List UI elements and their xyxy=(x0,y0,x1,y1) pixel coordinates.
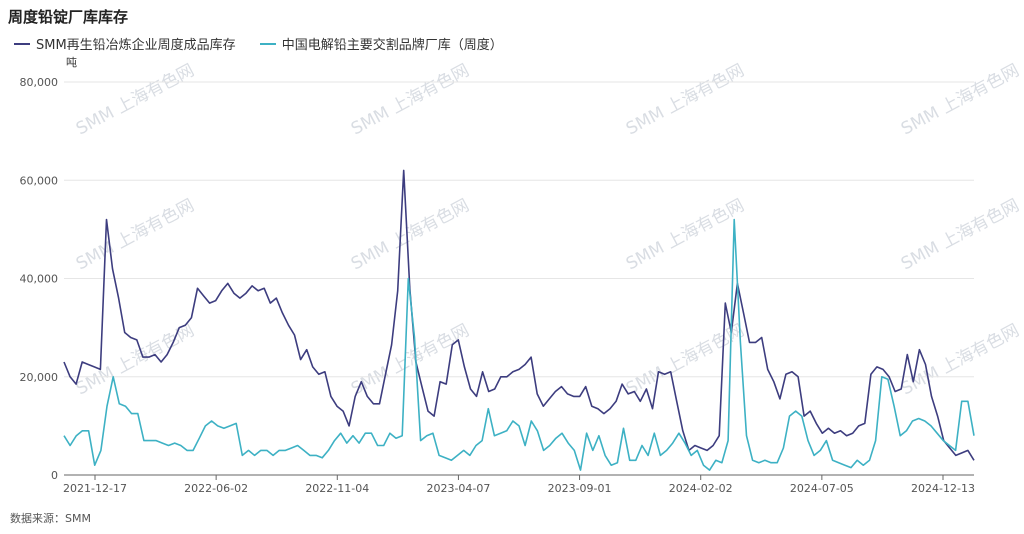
x-tick-label: 2024-07-05 xyxy=(790,482,854,495)
legend-swatch-series1 xyxy=(14,42,30,45)
watermark: SMM 上海有色网 xyxy=(73,195,198,274)
data-source: 数据来源：SMM xyxy=(10,512,91,525)
y-tick-label: 20,000 xyxy=(20,371,59,384)
watermark: SMM 上海有色网 xyxy=(348,195,473,274)
series-line-2 xyxy=(63,218,975,471)
legend-item-series1[interactable]: SMM再生铅冶炼企业周度成品库存 xyxy=(14,34,236,53)
watermark: SMM 上海有色网 xyxy=(348,320,473,399)
x-tick-label: 2023-04-07 xyxy=(426,482,490,495)
y-tick-label: 80,000 xyxy=(20,76,59,89)
y-tick-label: 40,000 xyxy=(20,273,59,286)
y-tick-label: 0 xyxy=(51,469,58,482)
x-tick-label: 2023-09-01 xyxy=(548,482,612,495)
watermark: SMM 上海有色网 xyxy=(898,195,1023,274)
watermark: SMM 上海有色网 xyxy=(623,195,748,274)
y-axis-unit: 吨 xyxy=(66,56,77,69)
x-tick-label: 2021-12-17 xyxy=(63,482,127,495)
watermark: SMM 上海有色网 xyxy=(348,60,473,139)
x-tick-label: 2022-06-02 xyxy=(184,482,248,495)
watermark: SMM 上海有色网 xyxy=(898,60,1023,139)
x-tick-label: 2024-02-02 xyxy=(669,482,733,495)
watermark: SMM 上海有色网 xyxy=(623,60,748,139)
legend: SMM再生铅冶炼企业周度成品库存 中国电解铅主要交割品牌厂库（周度） xyxy=(14,34,503,53)
y-tick-label: 60,000 xyxy=(20,174,59,187)
watermark: SMM 上海有色网 xyxy=(73,60,198,139)
legend-label-series2: 中国电解铅主要交割品牌厂库（周度） xyxy=(281,38,503,53)
chart-title: 周度铅锭厂库库存 xyxy=(8,8,129,26)
legend-swatch-series2 xyxy=(259,42,276,45)
x-tick-label: 2022-11-04 xyxy=(305,482,369,495)
series-line-1 xyxy=(63,169,975,461)
watermark: SMM 上海有色网 xyxy=(73,320,198,399)
legend-item-series2[interactable]: 中国电解铅主要交割品牌厂库（周度） xyxy=(259,34,503,53)
x-tick-label: 2024-12-13 xyxy=(911,482,975,495)
legend-label-series1: SMM再生铅冶炼企业周度成品库存 xyxy=(36,38,236,53)
